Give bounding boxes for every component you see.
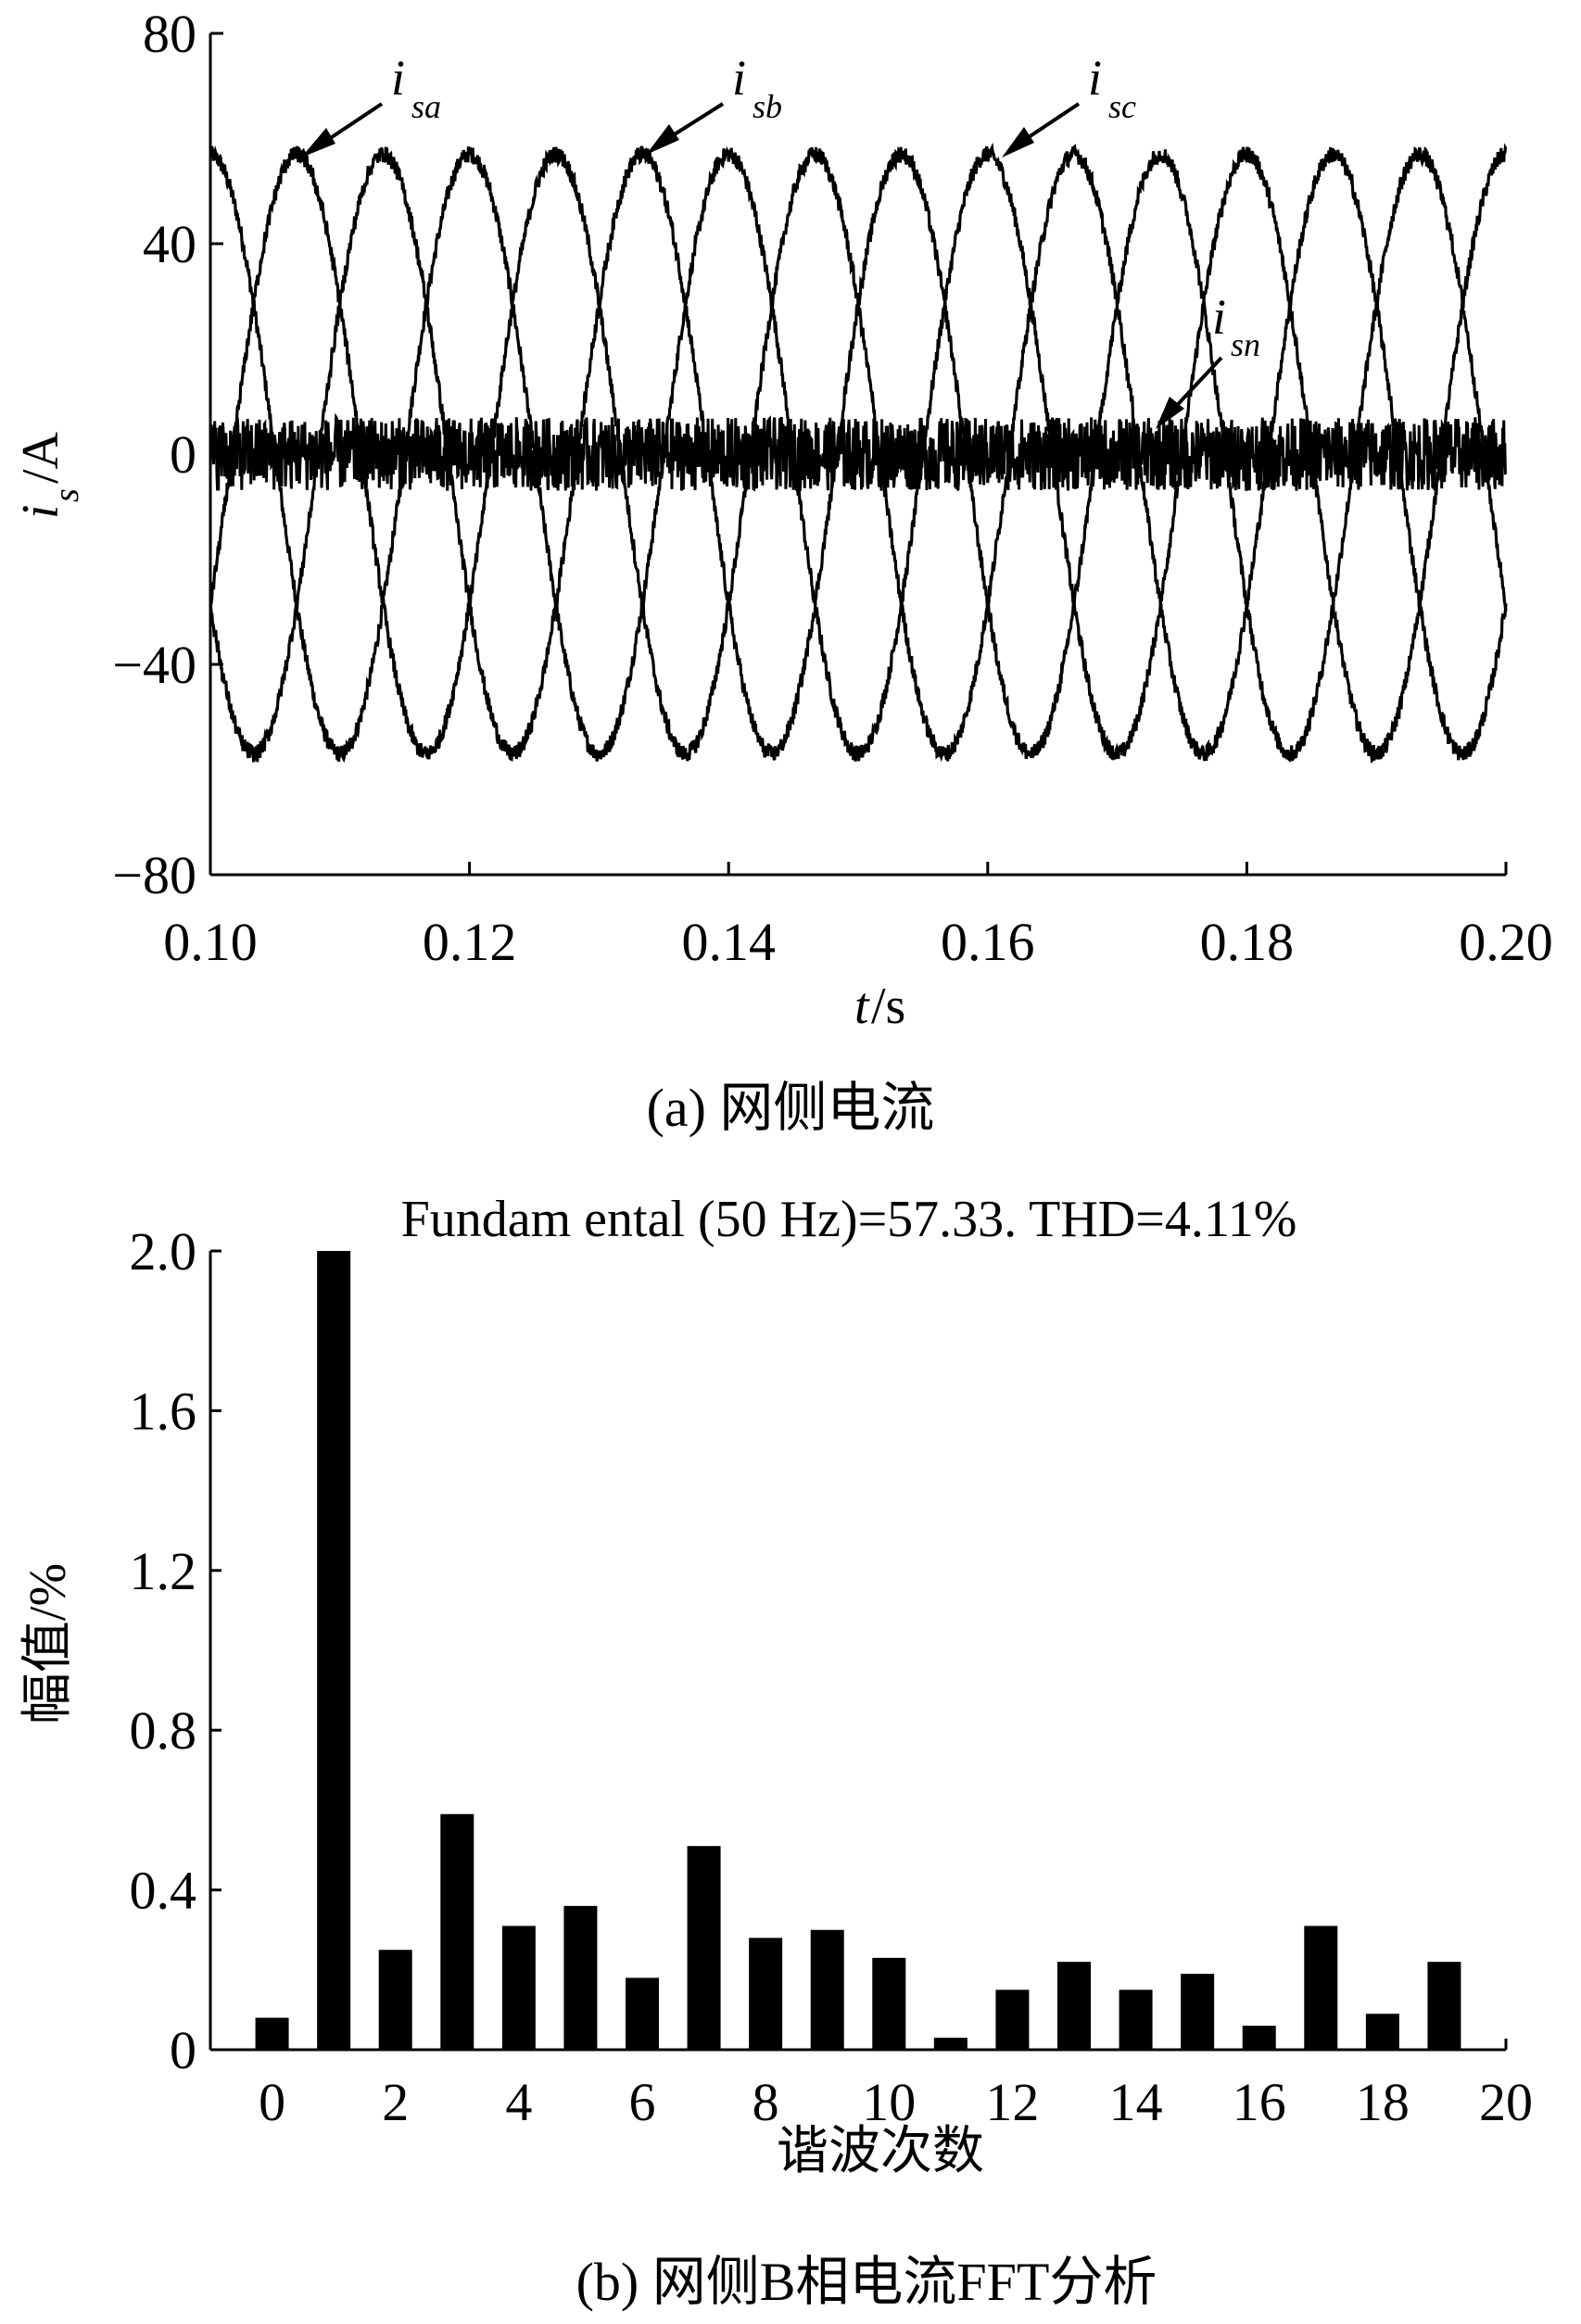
x-tick-label: 12 [985, 2072, 1039, 2132]
bar-harmonic-15 [1181, 1974, 1215, 2050]
bar-harmonic-1 [317, 1251, 351, 2050]
x-tick-label: 0.20 [1459, 912, 1553, 972]
x-tick-label: 0.16 [941, 912, 1035, 972]
y-tick-label: 40 [143, 214, 196, 274]
y-axis-sub: s [47, 488, 86, 502]
x-tick-label: 20 [1479, 2072, 1533, 2132]
y-tick-label: 0 [170, 424, 196, 485]
y-tick-label: −40 [112, 635, 196, 695]
y-axis-var: i [12, 504, 70, 519]
series-line-sn [209, 412, 1508, 493]
arrow-head-icon [646, 124, 679, 155]
series-label-isc: i sc [1002, 50, 1136, 158]
bar-harmonic-5 [563, 1905, 598, 2050]
series-label-isa: i sa [301, 50, 441, 158]
x-axis-unit: /s [871, 978, 905, 1035]
bar-harmonic-11 [933, 2038, 968, 2050]
chart-b-title: Fundam ental (50 Hz)=57.33. THD=4.11% [401, 1191, 1297, 1248]
chart-b: Fundam ental (50 Hz)=57.33. THD=4.11% 0 2… [19, 1191, 1533, 2312]
bar-harmonic-8 [749, 1938, 783, 2050]
x-tick-label: 0.14 [681, 912, 776, 972]
bar-harmonic-10 [872, 1957, 906, 2050]
series-label-isa-var: i [391, 50, 405, 106]
chart-b-caption: (b) 网侧B相电流FFT分析 [576, 2252, 1157, 2312]
series-label-isa-sub: sa [411, 88, 441, 125]
chart-b-x-axis-title: 谐波次数 [777, 2123, 984, 2180]
series-label-isn-sub: sn [1231, 326, 1260, 363]
chart-b-axes [209, 1251, 1506, 2052]
x-tick-label: 8 [753, 2072, 779, 2132]
chart-b-bars [255, 1251, 1461, 2050]
x-tick-label: 0 [259, 2072, 285, 2132]
y-tick-label: 0.4 [130, 1861, 197, 1921]
chart-a-caption: (a) 网侧电流 [647, 1078, 935, 1138]
series-label-isb-sub: sb [753, 88, 782, 125]
chart-a-ticks: 0.10 0.12 0.14 0.16 0.18 0.20 80 40 0 −40 −80 [112, 4, 1552, 972]
y-tick-label: 2.0 [130, 1221, 197, 1282]
series-label-isb-var: i [732, 50, 746, 106]
series-line-sc [209, 145, 1508, 763]
y-tick-label: 0.8 [130, 1700, 197, 1761]
series-label-isn: i sn [1156, 289, 1260, 429]
x-tick-label: 0.12 [423, 912, 517, 972]
bar-harmonic-9 [810, 1929, 844, 2050]
bar-harmonic-2 [378, 1950, 412, 2050]
x-tick-label: 4 [505, 2072, 532, 2132]
x-tick-label: 2 [382, 2072, 409, 2132]
x-tick-label: 0.18 [1200, 912, 1295, 972]
y-tick-label: 80 [143, 4, 196, 64]
bar-harmonic-6 [626, 1977, 659, 2050]
y-axis-unit: /A [12, 431, 70, 484]
y-tick-label: −80 [112, 845, 196, 905]
x-tick-label: 6 [629, 2072, 656, 2132]
chart-b-ticks: 0 2 4 6 8 10 12 14 16 18 20 2.0 1.6 1.2 0.8 0.4 0 [130, 1221, 1534, 2132]
arrow-head-icon [1156, 397, 1184, 429]
chart-a: 0.10 0.12 0.14 0.16 0.18 0.20 80 40 0 −40 −80 i sa… [12, 4, 1553, 1138]
series-label-isb: i sb [646, 50, 782, 155]
arrow-head-icon [1002, 127, 1034, 158]
chart-b-y-axis-title: 幅值/% [19, 1563, 77, 1724]
bar-harmonic-19 [1427, 1962, 1461, 2050]
x-tick-label: 10 [862, 2072, 916, 2132]
bar-harmonic-4 [501, 1926, 536, 2050]
chart-a-y-axis-title: i s /A [12, 431, 86, 519]
series-label-isc-var: i [1088, 50, 1102, 106]
x-axis-var: t [854, 978, 870, 1035]
x-tick-label: 14 [1109, 2072, 1163, 2132]
bar-harmonic-13 [1057, 1962, 1091, 2050]
chart-a-waveforms [209, 142, 1508, 764]
bar-harmonic-3 [440, 1813, 474, 2050]
series-label-isn-var: i [1212, 289, 1226, 345]
bar-harmonic-17 [1304, 1926, 1338, 2050]
bar-harmonic-7 [687, 1846, 721, 2050]
y-tick-label: 0 [170, 2020, 196, 2080]
x-tick-label: 0.10 [163, 912, 258, 972]
arrow-head-icon [301, 128, 335, 158]
series-label-isc-sub: sc [1108, 88, 1136, 125]
chart-a-x-axis-title: t /s [854, 978, 905, 1035]
y-tick-label: 1.2 [130, 1541, 197, 1601]
x-tick-label: 16 [1233, 2072, 1286, 2132]
y-tick-label: 1.6 [130, 1381, 197, 1441]
x-tick-label: 18 [1356, 2072, 1410, 2132]
